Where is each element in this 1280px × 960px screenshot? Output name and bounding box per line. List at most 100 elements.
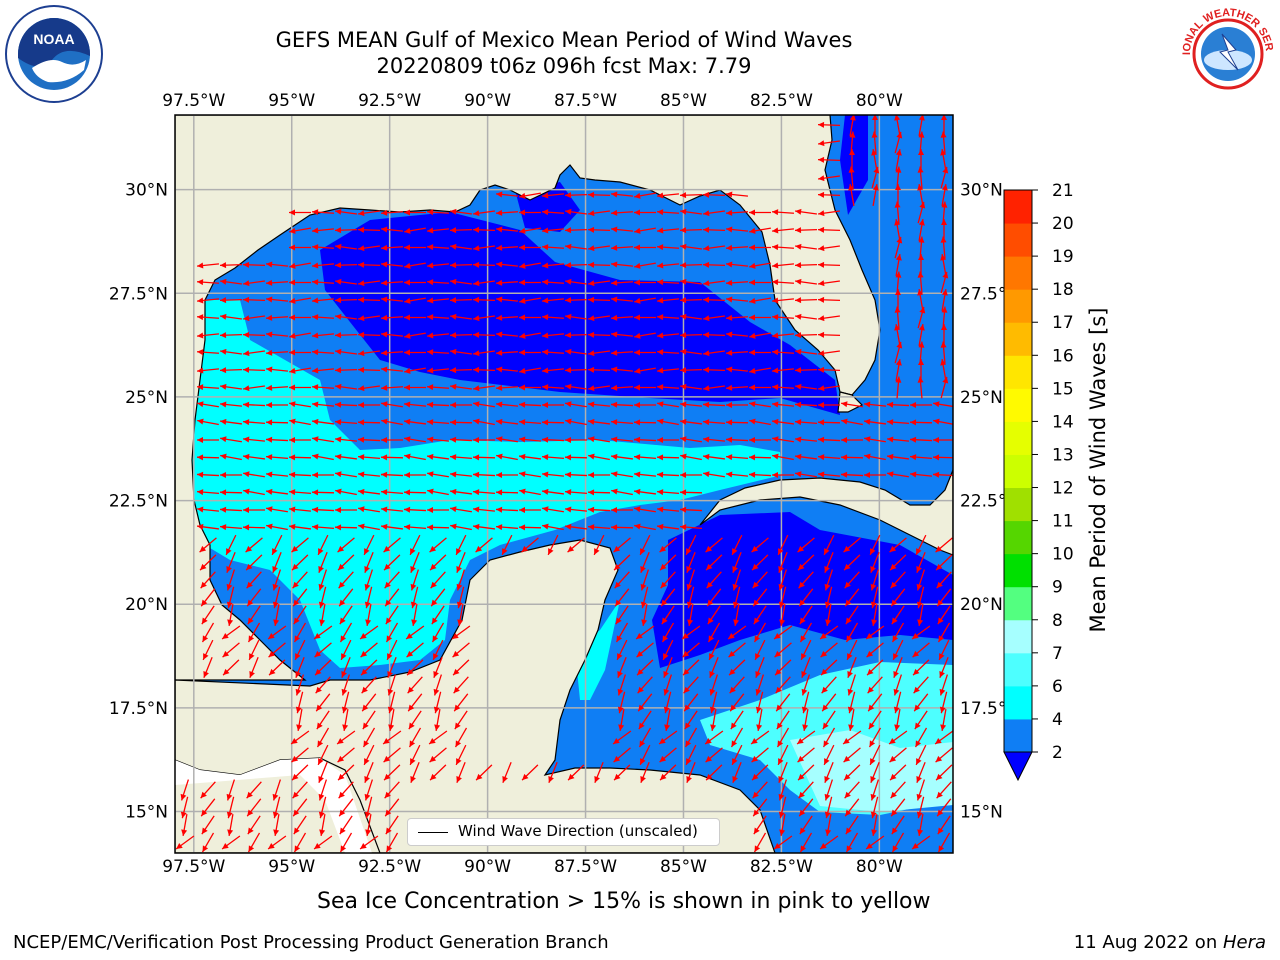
wind-wave-arrowhead — [910, 454, 917, 461]
wind-wave-arrowhead — [753, 599, 760, 607]
wind-wave-arrowhead — [919, 201, 926, 209]
wind-wave-arrowhead — [682, 633, 689, 639]
wind-wave-arrowhead — [870, 601, 877, 609]
wind-wave-arrowhead — [634, 209, 640, 216]
wind-wave-arrowhead — [565, 297, 572, 304]
wind-wave-arrowhead — [429, 738, 436, 744]
wind-wave-arrowhead — [496, 314, 503, 321]
wind-wave-arrowhead — [381, 261, 388, 268]
wind-wave-arrowhead — [433, 706, 440, 714]
wind-wave-arrowhead — [318, 601, 325, 609]
latitude-labels-right: 30°N 27.5° 25°N 22.5° 20°N 17.5° 15°N — [960, 181, 1006, 823]
wind-wave-arrowhead — [726, 366, 733, 373]
wind-wave-arrowhead — [519, 332, 526, 339]
wind-wave-arrowhead — [916, 793, 923, 801]
wind-wave-arrowhead — [220, 383, 227, 390]
wind-wave-arrowhead — [613, 755, 621, 763]
wind-wave-arrowhead — [220, 332, 227, 339]
wind-wave-arrowhead — [919, 306, 926, 314]
wind-wave-arrowhead — [843, 545, 851, 553]
wind-wave-arrowhead — [870, 793, 877, 801]
wind-wave-arrowhead — [916, 583, 923, 591]
wind-wave-arrowhead — [496, 226, 503, 233]
wind-wave-arrowhead — [795, 262, 802, 269]
wind-wave-arrowhead — [381, 226, 388, 233]
wind-wave-arrowhead — [935, 755, 943, 763]
wind-wave-arrowhead — [916, 776, 922, 783]
wind-wave-arrowhead — [381, 244, 388, 251]
wind-wave-arrowhead — [824, 583, 831, 591]
wind-wave-arrowhead — [248, 635, 255, 643]
wind-wave-arrowhead — [243, 350, 250, 357]
wind-wave-arrowhead — [848, 724, 855, 731]
wind-wave-arrowhead — [226, 566, 232, 573]
nws-logo: NATIONAL WEATHER SERVICE — [1178, 4, 1276, 102]
wind-wave-arrowhead — [588, 453, 595, 460]
wind-wave-arrowhead — [818, 436, 825, 443]
footer-credit: NCEP/EMC/Verification Post Processing Pr… — [13, 932, 609, 953]
legend-line-sample — [418, 832, 448, 833]
wind-wave-arrowhead — [496, 261, 503, 268]
wind-wave-arrowhead — [473, 315, 480, 322]
wind-wave-arrowhead — [940, 236, 947, 243]
colorbar-tick-label: 13 — [1052, 445, 1074, 465]
wind-wave-arrowhead — [634, 297, 641, 304]
wind-wave-arrowhead — [733, 619, 740, 626]
wind-wave-arrowhead — [776, 722, 783, 730]
wind-wave-arrowhead — [339, 617, 346, 625]
wind-wave-arrowhead — [450, 227, 457, 234]
colorbar-segment — [1004, 685, 1032, 720]
wind-wave-arrowhead — [634, 244, 640, 251]
wind-wave-arrowhead — [427, 401, 434, 408]
wind-wave-arrowhead — [243, 385, 250, 392]
wind-wave-arrowhead — [266, 296, 273, 303]
wind-wave-arrowhead — [749, 314, 755, 321]
wind-wave-arrowhead — [197, 297, 204, 304]
wind-wave-arrowhead — [755, 653, 761, 660]
wind-wave-arrowhead — [588, 280, 595, 287]
wind-wave-arrowhead — [450, 436, 457, 443]
wind-wave-arrowhead — [663, 671, 669, 678]
wind-wave-arrowhead — [910, 471, 917, 478]
wind-wave-arrowhead — [749, 279, 755, 286]
wind-wave-arrowhead — [749, 367, 756, 374]
wind-wave-arrowhead — [611, 419, 618, 426]
wind-wave-arrowhead — [872, 184, 879, 191]
wind-wave-arrowhead — [918, 219, 925, 226]
wind-wave-arrowhead — [935, 545, 943, 553]
wind-wave-arrowhead — [410, 758, 416, 765]
wind-wave-arrowhead — [335, 524, 342, 531]
wind-wave-arrowhead — [291, 545, 299, 553]
wind-wave-arrowhead — [818, 366, 825, 373]
wind-wave-arrowhead — [249, 671, 255, 678]
wind-wave-arrowhead — [358, 385, 365, 392]
wind-wave-arrowhead — [427, 332, 434, 339]
wind-wave-arrowhead — [519, 471, 526, 478]
wind-wave-arrowhead — [728, 650, 736, 658]
wind-wave-arrowhead — [917, 184, 924, 191]
wind-wave-arrowhead — [315, 686, 322, 694]
colorbar-tick-label: 2 — [1052, 743, 1063, 763]
wind-wave-arrowhead — [565, 243, 572, 250]
wind-wave-arrowhead — [749, 418, 756, 425]
lat-tick-label: 17.5° — [960, 699, 1006, 719]
wind-wave-arrowhead — [641, 619, 648, 626]
wind-wave-arrowhead — [941, 115, 947, 120]
wind-wave-arrowhead — [385, 809, 392, 817]
wind-wave-arrowhead — [384, 791, 391, 799]
wind-wave-arrowhead — [772, 418, 779, 425]
wind-wave-arrowhead — [772, 472, 778, 478]
short-period-region-caribbean — [652, 512, 953, 668]
wind-wave-arrowhead — [358, 261, 365, 268]
wind-wave-arrowhead — [754, 635, 761, 643]
wind-wave-arrowhead — [519, 209, 525, 216]
wind-wave-arrowhead — [618, 724, 625, 731]
wind-wave-arrowhead — [659, 755, 667, 763]
wind-wave-arrowhead — [942, 376, 949, 384]
wind-wave-arrowhead — [887, 436, 894, 443]
wind-wave-arrowhead — [659, 545, 667, 553]
wind-wave-arrowhead — [588, 315, 595, 322]
wind-wave-arrowhead — [381, 471, 388, 478]
lon-tick-label: 90°W — [464, 857, 511, 877]
wind-wave-arrowhead — [456, 566, 462, 573]
